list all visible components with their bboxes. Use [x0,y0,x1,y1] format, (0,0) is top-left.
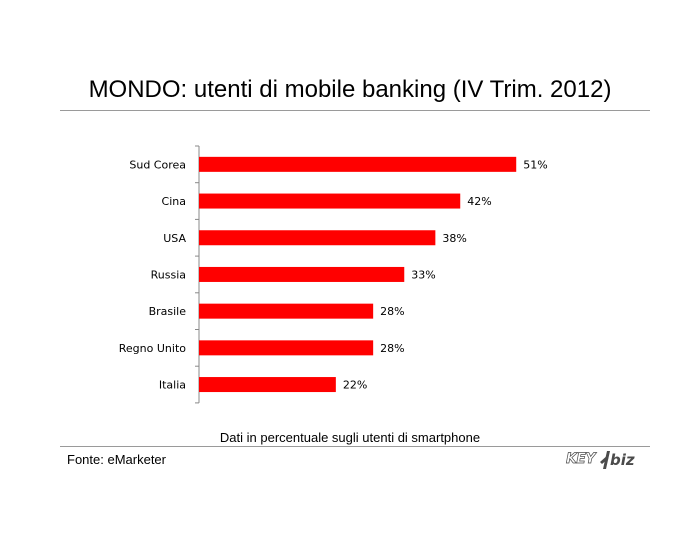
logo-four-mark-icon [600,451,610,469]
value-labels: 51% 42% 38% 33% 28% 28% 22% [343,158,548,391]
category-label: Regno Unito [119,342,186,355]
bar [199,303,374,319]
bar [199,156,517,172]
bar [199,266,405,282]
value-label: 22% [343,379,367,392]
bar [199,340,374,356]
category-label: USA [163,232,186,245]
title-divider [60,110,650,111]
y-axis [195,145,200,404]
category-label: Italia [159,379,186,392]
value-label: 38% [442,232,466,245]
logo-biz-text: biz [610,451,635,469]
value-label: 28% [380,342,404,355]
category-labels: Sud Corea Cina USA Russia Brasile Regno Unito… [119,158,187,391]
category-label: Sud Corea [129,158,186,171]
bar [199,230,436,246]
bar-chart: Sud Corea Cina USA Russia Brasile Regno Unito… [119,145,548,404]
chart-subtitle: Dati in percentuale sugli utenti di smar… [219,430,481,445]
value-label: 51% [523,158,547,171]
value-label: 28% [380,305,404,318]
chart-title: MONDO: utenti di mobile banking (IV Trim… [88,76,612,103]
category-label: Cina [162,195,186,208]
bars [199,156,517,393]
logo-key-text: KEY [566,451,596,468]
value-label: 33% [411,268,435,281]
bar [199,193,461,209]
source-note: Fonte: eMarketer [67,452,166,467]
key4biz-logo: KEY biz [566,450,642,472]
bar [199,377,336,393]
value-label: 42% [467,195,491,208]
category-label: Russia [151,268,186,281]
category-label: Brasile [149,305,187,318]
footer-divider [60,446,650,447]
